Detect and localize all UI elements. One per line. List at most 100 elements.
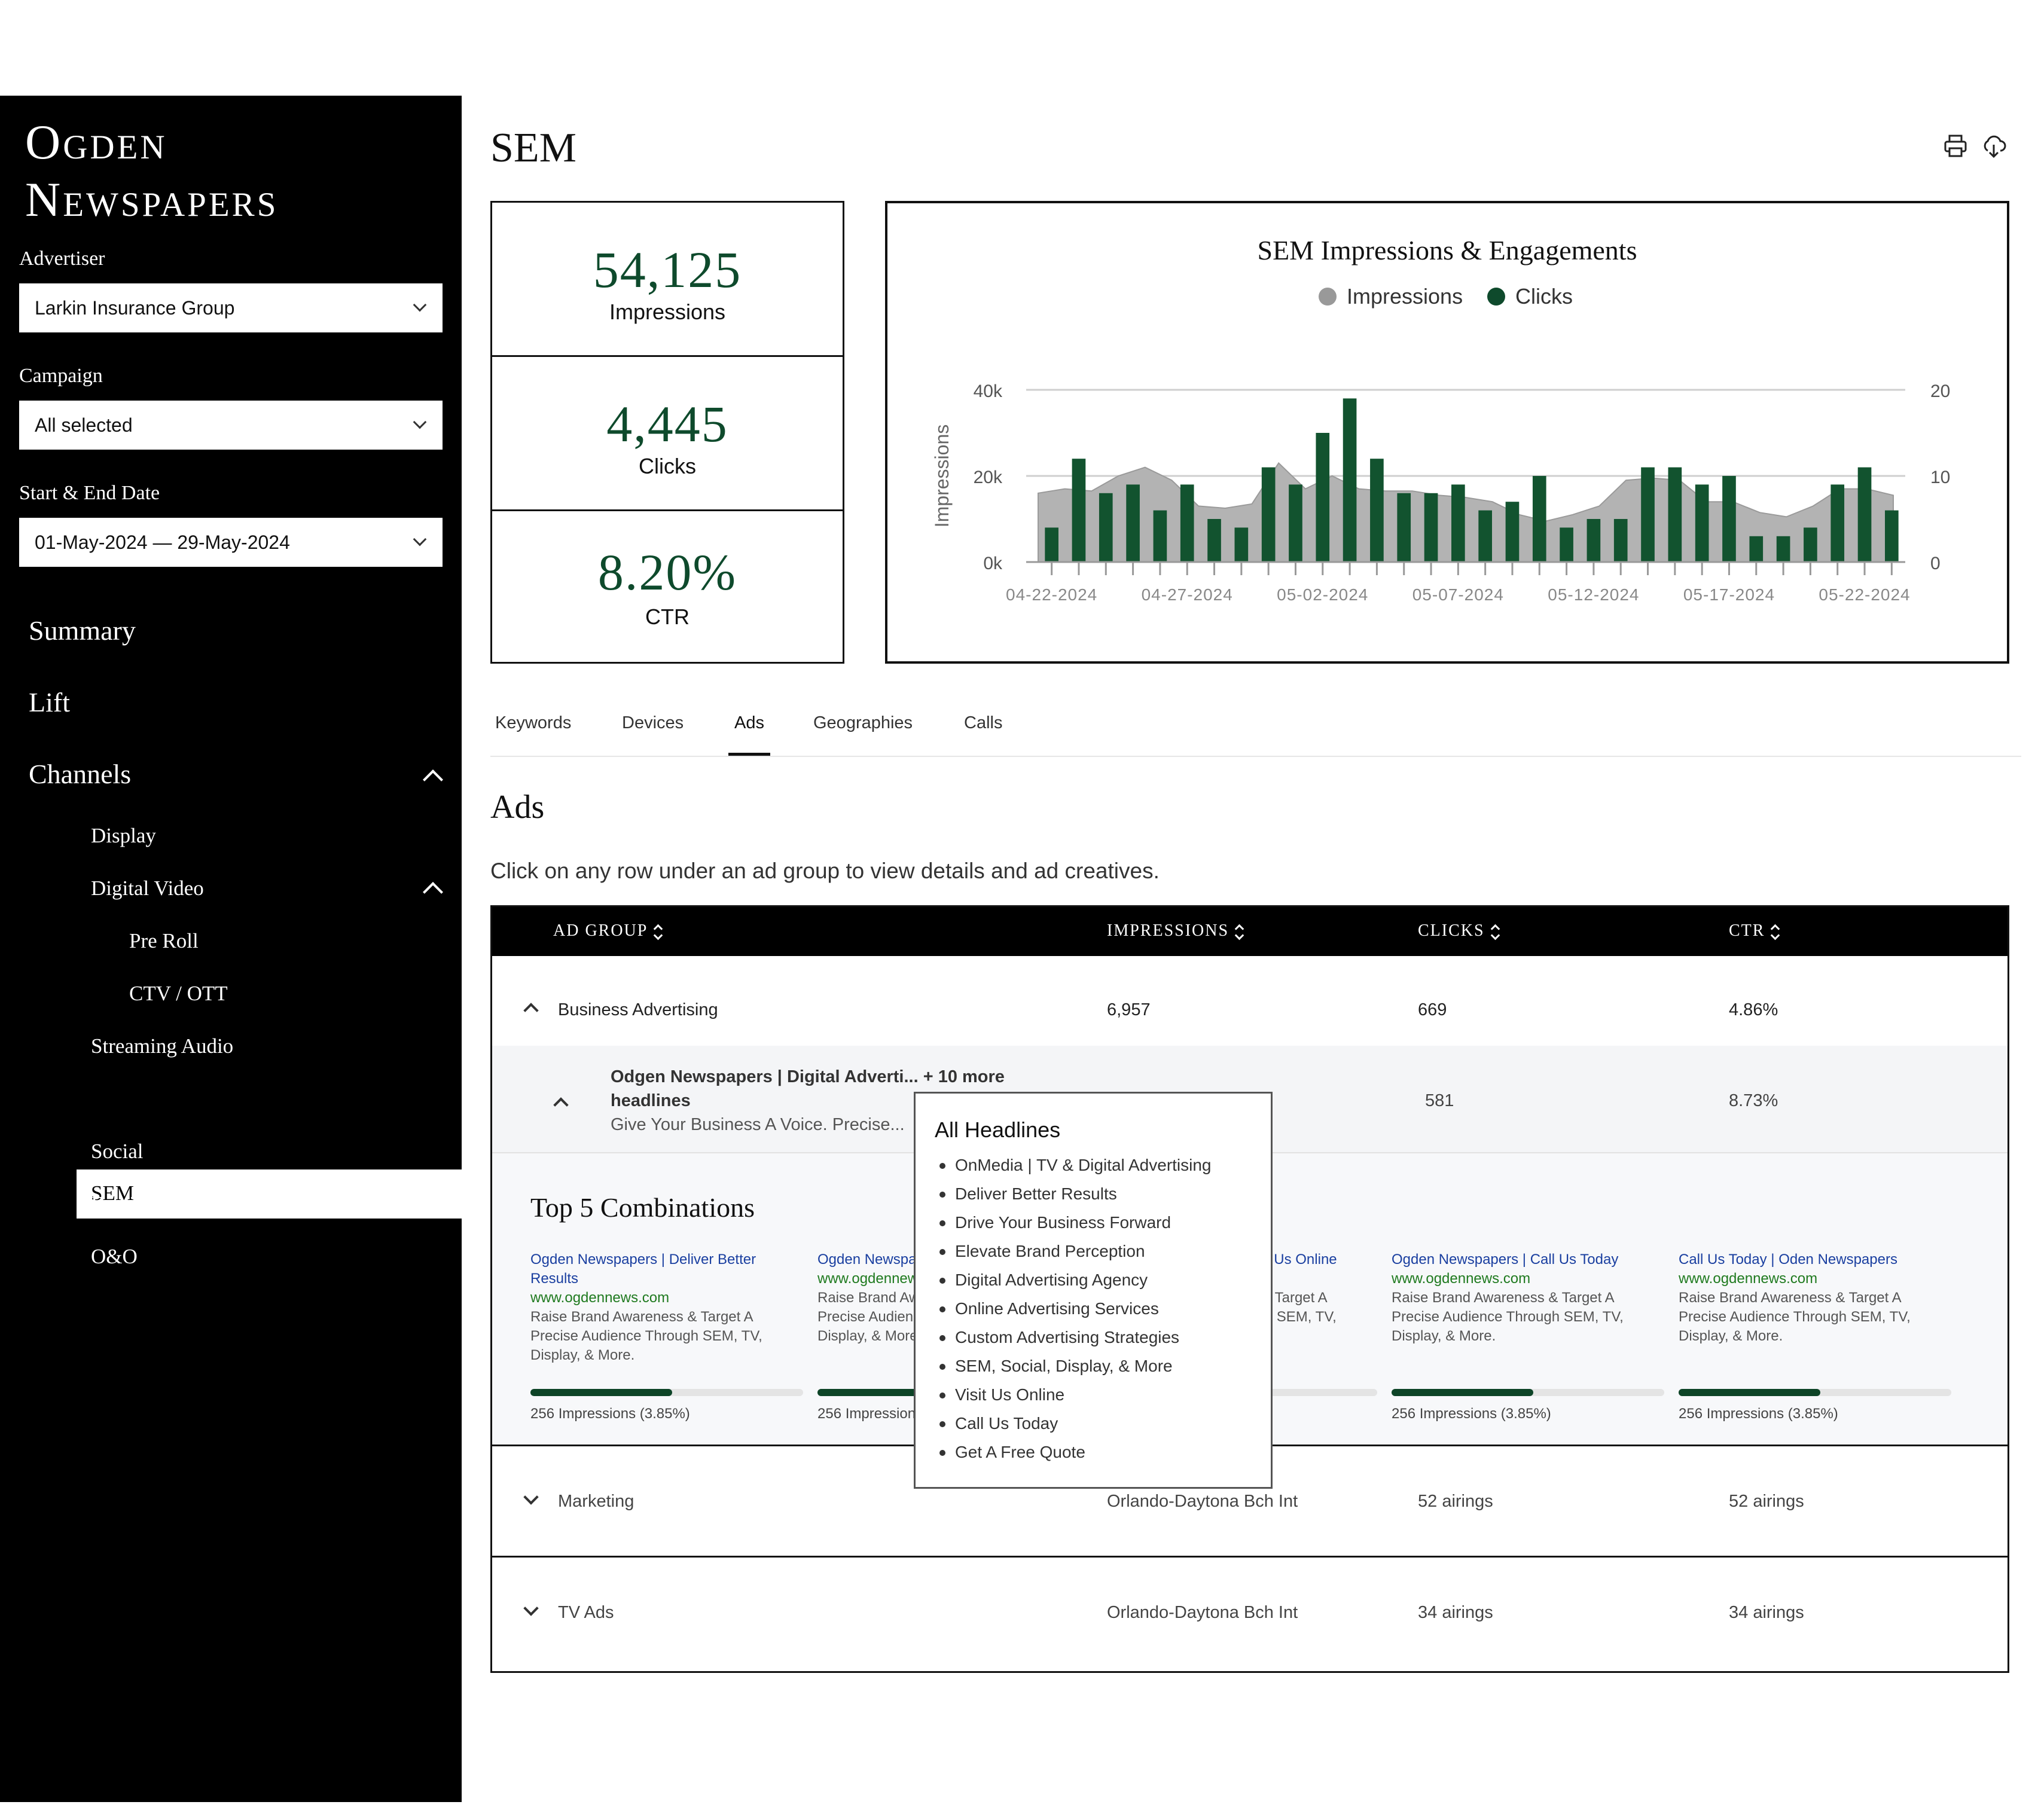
ad-headlines[interactable]: Odgen Newspapers | Digital Adverti... + … bbox=[611, 1067, 1005, 1086]
x-tick-label: 04-22-2024 bbox=[1006, 585, 1097, 604]
clicks-bar[interactable] bbox=[1072, 459, 1086, 562]
combination-headline: Ogden Newspapers | Deliver Better bbox=[530, 1251, 756, 1268]
combination-url: www.ogdennews.com bbox=[530, 1290, 670, 1306]
clicks-bar[interactable] bbox=[1830, 484, 1845, 562]
top-combinations-title: Top 5 Combinations bbox=[530, 1192, 755, 1223]
table-row-marketing[interactable]: Marketing Orlando-Daytona Bch Int 52 air… bbox=[492, 1446, 2008, 1558]
ad-group-ctr: 52 airings bbox=[1729, 1492, 1804, 1511]
clicks-bar[interactable] bbox=[1424, 493, 1438, 562]
clicks-bar[interactable] bbox=[1532, 476, 1546, 562]
clicks-bar[interactable] bbox=[1397, 493, 1411, 562]
tab-geographies[interactable]: Geographies bbox=[813, 713, 913, 732]
y-tick-label: 40k bbox=[974, 381, 1003, 401]
legend-impressions-swatch bbox=[1319, 288, 1337, 306]
clicks-bar[interactable] bbox=[1478, 510, 1492, 562]
tab-devices[interactable]: Devices bbox=[622, 713, 684, 732]
combination-impressions: 256 Impressions (3.85%) bbox=[530, 1406, 690, 1422]
clicks-bar[interactable] bbox=[1749, 536, 1764, 562]
kpi-clicks-label: Clicks bbox=[639, 454, 696, 478]
x-tick-label: 04-27-2024 bbox=[1142, 585, 1233, 604]
clicks-bar[interactable] bbox=[1234, 527, 1249, 562]
headline-item: Call Us Today bbox=[937, 1409, 1212, 1438]
tab-ads[interactable]: Ads bbox=[734, 713, 764, 732]
tab-calls[interactable]: Calls bbox=[964, 713, 1003, 732]
ad-description: Give Your Business A Voice. Precise... bbox=[611, 1115, 905, 1134]
clicks-bar[interactable] bbox=[1776, 536, 1790, 562]
clicks-bar[interactable] bbox=[1289, 484, 1302, 562]
cloud-download-icon[interactable] bbox=[1981, 133, 2007, 159]
clicks-bar[interactable] bbox=[1316, 433, 1330, 562]
clicks-bar[interactable] bbox=[1207, 519, 1221, 562]
clicks-bar[interactable] bbox=[1180, 484, 1194, 562]
nav-social[interactable]: Social bbox=[91, 1140, 144, 1163]
legend-clicks[interactable]: Clicks bbox=[1515, 284, 1573, 309]
kpi-impressions-value: 54,125 bbox=[593, 241, 742, 298]
clicks-bar[interactable] bbox=[1451, 484, 1465, 562]
sort-icon bbox=[1235, 924, 1243, 940]
header-ad-group[interactable]: AD GROUP bbox=[553, 921, 662, 940]
nav-email[interactable]: Email bbox=[91, 1192, 141, 1216]
clicks-bar[interactable] bbox=[1343, 398, 1357, 562]
chevron-up-icon[interactable] bbox=[423, 882, 443, 902]
section-description: Click on any row under an ad group to vi… bbox=[490, 859, 1160, 883]
date-range-select[interactable]: 01-May-2024 — 29-May-2024 bbox=[19, 518, 443, 567]
tab-keywords[interactable]: Keywords bbox=[495, 713, 572, 732]
combination-share-bar bbox=[1392, 1389, 1664, 1396]
chevron-up-icon[interactable] bbox=[523, 1003, 539, 1018]
nav-sem[interactable]: SEM bbox=[77, 1169, 462, 1219]
nav-digital-video[interactable]: Digital Video bbox=[91, 877, 204, 900]
clicks-bar[interactable] bbox=[1099, 493, 1113, 562]
clicks-bar[interactable] bbox=[1885, 510, 1899, 562]
clicks-bar[interactable] bbox=[1804, 527, 1817, 562]
header-clicks[interactable]: CLICKS bbox=[1418, 921, 1499, 940]
chevron-down-icon[interactable] bbox=[523, 1489, 539, 1505]
clicks-bar[interactable] bbox=[1695, 484, 1709, 562]
combination-description: Raise Brand Awareness & Target A bbox=[530, 1309, 753, 1325]
nav-summary[interactable]: Summary bbox=[29, 615, 136, 646]
clicks-bar[interactable] bbox=[1045, 527, 1058, 562]
nav-ctv-ott[interactable]: CTV / OTT bbox=[129, 982, 228, 1005]
combination-description: Display, & More. bbox=[817, 1328, 922, 1344]
clicks-bar[interactable] bbox=[1641, 467, 1655, 562]
headline-item: Drive Your Business Forward bbox=[937, 1208, 1212, 1237]
campaign-select[interactable]: All selected bbox=[19, 401, 443, 450]
kpi-impressions-label: Impressions bbox=[609, 300, 726, 324]
clicks-bar[interactable] bbox=[1126, 484, 1140, 562]
clicks-bar[interactable] bbox=[1613, 519, 1628, 562]
clicks-bar[interactable] bbox=[1668, 467, 1682, 562]
clicks-bar[interactable] bbox=[1370, 459, 1384, 562]
kpi-clicks: 4,445 Clicks bbox=[490, 355, 844, 512]
combination-description: Display, & More. bbox=[1392, 1328, 1496, 1344]
headline-item: Digital Advertising Agency bbox=[937, 1266, 1212, 1294]
nav-oo[interactable]: O&O bbox=[91, 1245, 138, 1268]
printer-icon[interactable] bbox=[1942, 133, 1969, 159]
nav-streaming-audio[interactable]: Streaming Audio bbox=[91, 1034, 234, 1058]
advertiser-select[interactable]: Larkin Insurance Group bbox=[19, 283, 443, 332]
combination-card[interactable]: Ogden Newspapers | Deliver Better Results… bbox=[530, 1250, 806, 1365]
combination-url: www.ogdennews.com bbox=[1392, 1271, 1531, 1287]
sort-icon bbox=[654, 924, 662, 940]
nav-display[interactable]: Display bbox=[91, 824, 156, 847]
legend-impressions[interactable]: Impressions bbox=[1347, 284, 1463, 309]
nav-channels[interactable]: Channels bbox=[29, 759, 132, 789]
combination-card[interactable]: Call Us Today | Oden Newspapers www.ogden… bbox=[1679, 1250, 1954, 1346]
clicks-bar[interactable] bbox=[1153, 510, 1167, 562]
header-impressions[interactable]: IMPRESSIONS bbox=[1107, 921, 1243, 940]
clicks-bar[interactable] bbox=[1587, 519, 1601, 562]
nav-lift[interactable]: Lift bbox=[29, 687, 70, 717]
all-headlines-popover: All Headlines OnMedia | TV & Digital Adv… bbox=[914, 1092, 1273, 1489]
clicks-bar[interactable] bbox=[1261, 467, 1276, 562]
chevron-down-icon[interactable] bbox=[523, 1601, 539, 1616]
clicks-bar[interactable] bbox=[1560, 527, 1573, 562]
table-row-tv-ads[interactable]: TV Ads Orlando-Daytona Bch Int 34 airing… bbox=[492, 1558, 2008, 1671]
clicks-bar[interactable] bbox=[1857, 467, 1872, 562]
header-ctr[interactable]: CTR bbox=[1729, 921, 1779, 940]
nav-pre-roll[interactable]: Pre Roll bbox=[129, 929, 199, 952]
combination-card[interactable]: Ogden Newspapers | Call Us Today www.ogde… bbox=[1392, 1250, 1667, 1346]
clicks-bar[interactable] bbox=[1505, 502, 1520, 562]
chevron-up-icon[interactable] bbox=[553, 1097, 569, 1113]
clicks-bar[interactable] bbox=[1722, 476, 1736, 562]
headline-item: Online Advertising Services bbox=[937, 1294, 1212, 1323]
chevron-up-icon[interactable] bbox=[423, 769, 443, 790]
headline-list: OnMedia | TV & Digital Advertising Delive… bbox=[937, 1151, 1212, 1467]
